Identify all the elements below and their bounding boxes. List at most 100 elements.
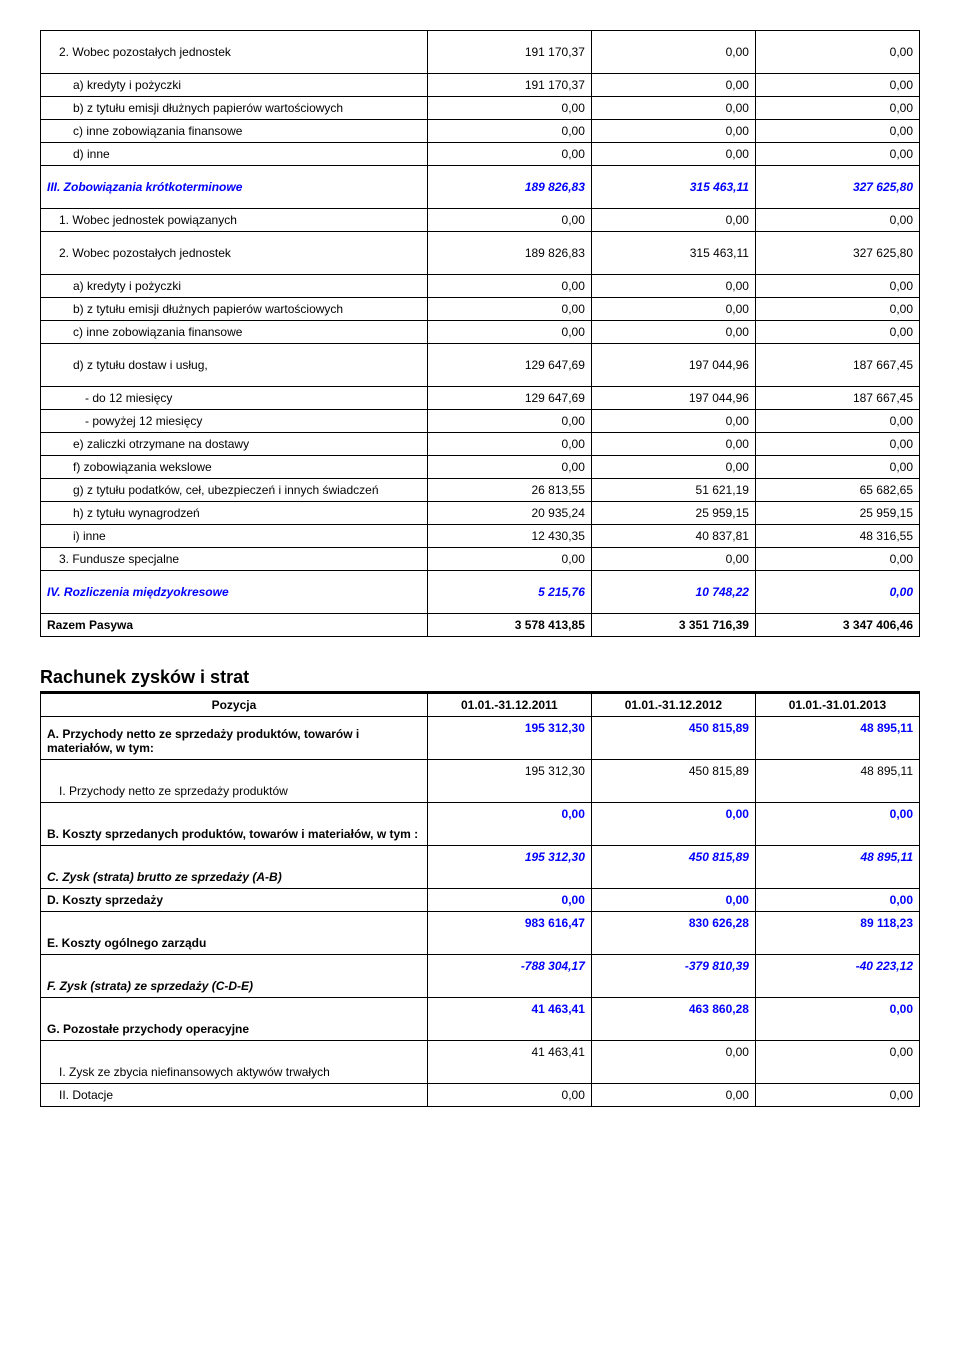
row-value: 0,00 — [755, 410, 919, 433]
table-row: - powyżej 12 miesięcy0,000,000,00 — [41, 410, 920, 433]
row-value: 0,00 — [755, 889, 919, 912]
row-value: 26 813,55 — [427, 479, 591, 502]
row-value: 0,00 — [427, 97, 591, 120]
row-value: 327 625,80 — [755, 232, 919, 275]
row-label: G. Pozostałe przychody operacyjne — [41, 998, 428, 1041]
row-value: 25 959,15 — [591, 502, 755, 525]
row-label: D. Koszty sprzedaży — [41, 889, 428, 912]
row-value: 0,00 — [591, 120, 755, 143]
row-value: 0,00 — [755, 433, 919, 456]
row-value: 315 463,11 — [591, 166, 755, 209]
row-value: 0,00 — [755, 275, 919, 298]
row-value: 0,00 — [591, 143, 755, 166]
column-header: 01.01.-31.12.2011 — [427, 694, 591, 717]
row-label: a) kredyty i pożyczki — [41, 74, 428, 97]
row-value: 187 667,45 — [755, 344, 919, 387]
balance-table: 2. Wobec pozostałych jednostek191 170,37… — [40, 30, 920, 637]
row-value: 3 347 406,46 — [755, 614, 919, 637]
row-value: 0,00 — [591, 433, 755, 456]
row-value: 0,00 — [755, 321, 919, 344]
row-value: 48 316,55 — [755, 525, 919, 548]
row-value: 0,00 — [427, 433, 591, 456]
row-label: IV. Rozliczenia międzyokresowe — [41, 571, 428, 614]
row-value: 450 815,89 — [591, 846, 755, 889]
row-value: 89 118,23 — [755, 912, 919, 955]
table-row: b) z tytułu emisji dłużnych papierów war… — [41, 97, 920, 120]
row-value: 0,00 — [427, 803, 591, 846]
row-value: 41 463,41 — [427, 1041, 591, 1084]
row-value: 40 837,81 — [591, 525, 755, 548]
row-value: 0,00 — [427, 120, 591, 143]
row-value: 0,00 — [427, 1084, 591, 1107]
table-row: h) z tytułu wynagrodzeń20 935,2425 959,1… — [41, 502, 920, 525]
row-label: 3. Fundusze specjalne — [41, 548, 428, 571]
row-value: 0,00 — [427, 548, 591, 571]
row-value: 0,00 — [755, 143, 919, 166]
row-value: 0,00 — [755, 548, 919, 571]
row-value: 0,00 — [591, 275, 755, 298]
table-header-row: Pozycja01.01.-31.12.201101.01.-31.12.201… — [41, 694, 920, 717]
row-value: 48 895,11 — [755, 717, 919, 760]
row-value: 0,00 — [755, 803, 919, 846]
column-header: 01.01.-31.12.2012 — [591, 694, 755, 717]
row-label: I. Zysk ze zbycia niefinansowych aktywów… — [41, 1041, 428, 1084]
row-value: 0,00 — [755, 31, 919, 74]
row-label: A. Przychody netto ze sprzedaży produktó… — [41, 717, 428, 760]
row-label: g) z tytułu podatków, ceł, ubezpieczeń i… — [41, 479, 428, 502]
row-value: 0,00 — [427, 321, 591, 344]
row-value: 463 860,28 — [591, 998, 755, 1041]
row-value: 0,00 — [591, 889, 755, 912]
table-row: g) z tytułu podatków, ceł, ubezpieczeń i… — [41, 479, 920, 502]
table-row: i) inne12 430,3540 837,8148 316,55 — [41, 525, 920, 548]
row-value: 0,00 — [427, 889, 591, 912]
row-value: 0,00 — [755, 1084, 919, 1107]
row-label: B. Koszty sprzedanych produktów, towarów… — [41, 803, 428, 846]
row-value: 0,00 — [755, 74, 919, 97]
table-row: I. Zysk ze zbycia niefinansowych aktywów… — [41, 1041, 920, 1084]
row-label: E. Koszty ogólnego zarządu — [41, 912, 428, 955]
row-value: 65 682,65 — [755, 479, 919, 502]
table-row: d) inne0,000,000,00 — [41, 143, 920, 166]
row-value: 5 215,76 — [427, 571, 591, 614]
table-row: a) kredyty i pożyczki0,000,000,00 — [41, 275, 920, 298]
table-row: I. Przychody netto ze sprzedaży produktó… — [41, 760, 920, 803]
row-value: 830 626,28 — [591, 912, 755, 955]
row-label: C. Zysk (strata) brutto ze sprzedaży (A-… — [41, 846, 428, 889]
row-value: 3 578 413,85 — [427, 614, 591, 637]
row-label: d) inne — [41, 143, 428, 166]
table-row: f) zobowiązania wekslowe0,000,000,00 — [41, 456, 920, 479]
column-header: Pozycja — [41, 694, 428, 717]
row-value: 0,00 — [427, 209, 591, 232]
row-value: 0,00 — [591, 321, 755, 344]
row-value: 0,00 — [591, 1084, 755, 1107]
row-value: 191 170,37 — [427, 74, 591, 97]
row-value: 187 667,45 — [755, 387, 919, 410]
row-value: 41 463,41 — [427, 998, 591, 1041]
row-value: 191 170,37 — [427, 31, 591, 74]
row-value: 450 815,89 — [591, 717, 755, 760]
row-label: III. Zobowiązania krótkoterminowe — [41, 166, 428, 209]
row-value: 12 430,35 — [427, 525, 591, 548]
row-label: - do 12 miesięcy — [41, 387, 428, 410]
row-value: 129 647,69 — [427, 387, 591, 410]
row-value: 0,00 — [591, 74, 755, 97]
row-value: 25 959,15 — [755, 502, 919, 525]
table-row: 3. Fundusze specjalne0,000,000,00 — [41, 548, 920, 571]
table-row: b) z tytułu emisji dłużnych papierów war… — [41, 298, 920, 321]
row-value: 0,00 — [591, 456, 755, 479]
table-row: 1. Wobec jednostek powiązanych0,000,000,… — [41, 209, 920, 232]
row-label: i) inne — [41, 525, 428, 548]
table-row: c) inne zobowiązania finansowe0,000,000,… — [41, 321, 920, 344]
row-value: 0,00 — [427, 275, 591, 298]
row-value: 0,00 — [591, 803, 755, 846]
table-row: III. Zobowiązania krótkoterminowe189 826… — [41, 166, 920, 209]
row-label: 2. Wobec pozostałych jednostek — [41, 31, 428, 74]
row-value: 0,00 — [427, 456, 591, 479]
row-value: -788 304,17 — [427, 955, 591, 998]
table-row: c) inne zobowiązania finansowe0,000,000,… — [41, 120, 920, 143]
table-row: II. Dotacje0,000,000,00 — [41, 1084, 920, 1107]
row-value: 0,00 — [755, 1041, 919, 1084]
row-value: 315 463,11 — [591, 232, 755, 275]
row-value: 0,00 — [755, 120, 919, 143]
row-label: f) zobowiązania wekslowe — [41, 456, 428, 479]
